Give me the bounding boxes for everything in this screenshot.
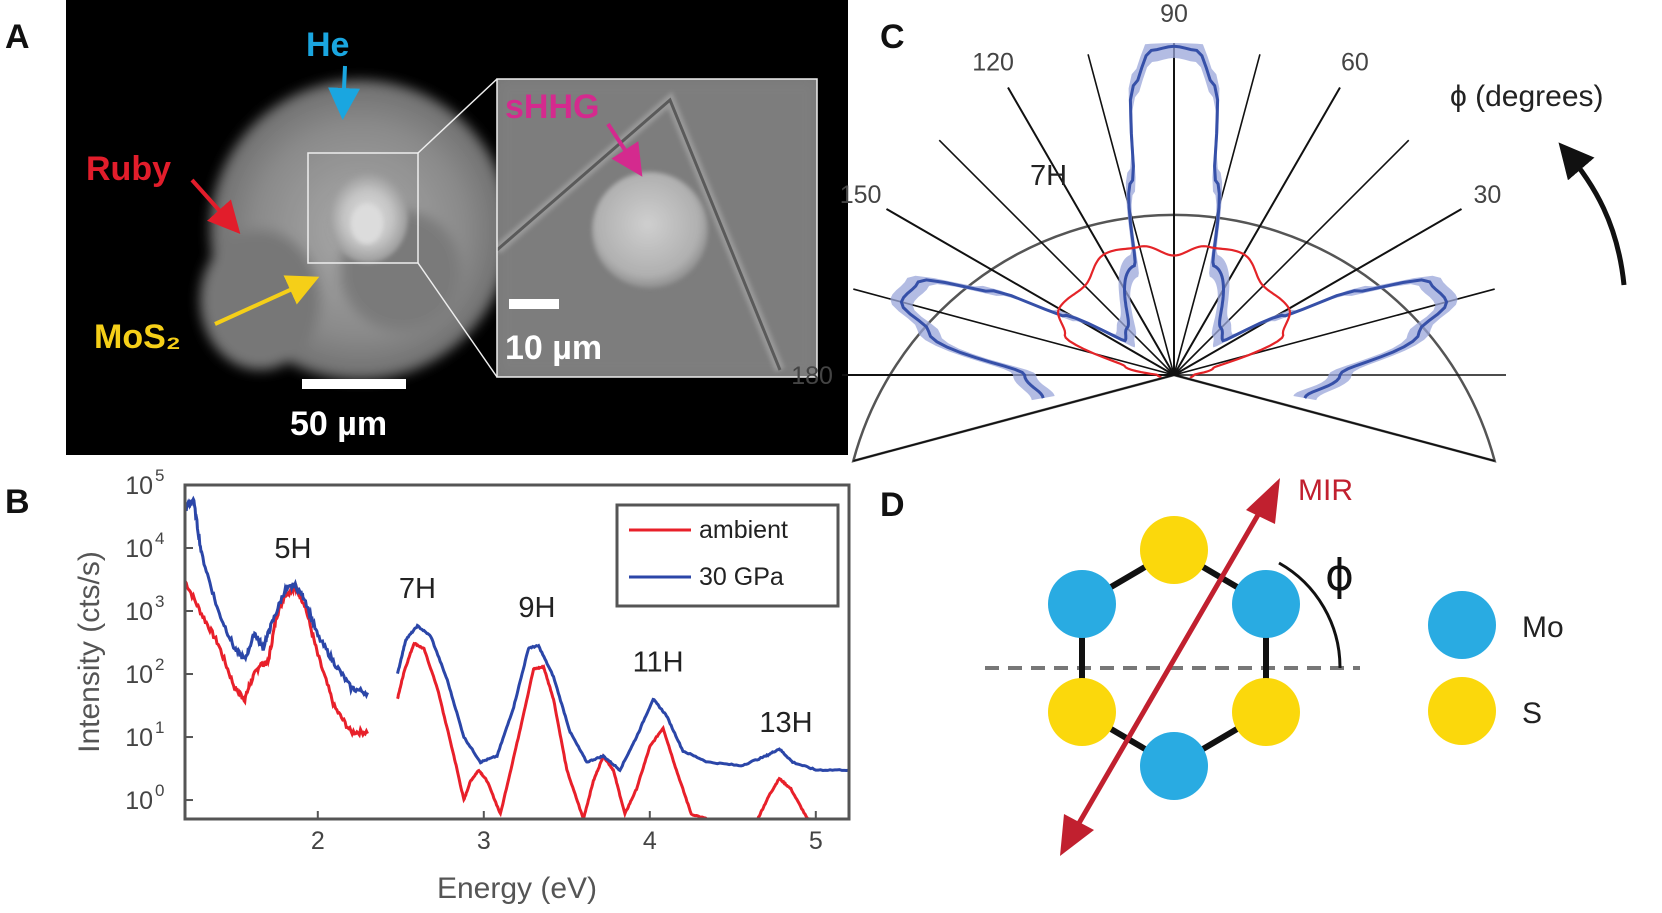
arrow-mos2: [214, 275, 320, 326]
y-tick-exponent: 3: [155, 592, 164, 611]
y-tick-label: 10: [125, 724, 153, 752]
series-line-30gpa: [185, 495, 369, 700]
y-tick-exponent: 5: [155, 466, 164, 485]
y-tick-exponent: 2: [155, 655, 164, 674]
chart-b-series-group: [185, 495, 849, 819]
mir-label: MIR: [1298, 474, 1353, 507]
inset-frame: [496, 78, 818, 378]
chart-b-xaxis: 2 3 4 5: [311, 811, 823, 855]
panel-d-letter: D: [880, 486, 905, 524]
harmonic-label: 7H: [399, 573, 436, 605]
mir-polarization-arrow: [1072, 506, 1265, 832]
atom-mo: [1048, 570, 1116, 638]
mir-arrowhead-bottom: [1060, 814, 1094, 856]
series-line-ambient: [185, 580, 369, 739]
mos2-lattice-diagram: MIR ϕ: [985, 474, 1360, 856]
harmonic-label: 5H: [274, 533, 311, 565]
atom-s: [1140, 516, 1208, 584]
y-tick-exponent: 4: [155, 529, 164, 548]
polar-spoke: [885, 208, 1175, 376]
x-tick-label: 5: [809, 827, 823, 855]
label-ruby: Ruby: [86, 150, 171, 188]
atom-s: [1048, 678, 1116, 746]
arrow-he: [328, 65, 361, 120]
polar-tick-label: 30: [1473, 181, 1501, 209]
polar-spoke: [1173, 208, 1463, 376]
phi-label: ϕ: [1325, 550, 1354, 601]
zoom-box: [307, 152, 419, 264]
panel-a-letter: A: [5, 18, 30, 56]
y-tick-label: 10: [125, 535, 153, 563]
polar-spoke-minor: [1173, 139, 1410, 376]
x-tick-label: 3: [477, 827, 491, 855]
scalebar-main-line: [302, 379, 406, 389]
polar-series-ambient: [1056, 245, 1292, 379]
polar-tick-label: 60: [1341, 49, 1369, 77]
panel-c-letter: C: [880, 18, 905, 56]
polar-tick-label: 180: [791, 362, 833, 390]
label-mos2: MoS₂: [94, 318, 181, 356]
atom-mo: [1140, 732, 1208, 800]
harmonic-label: 13H: [759, 707, 812, 739]
zoom-line-top: [417, 78, 498, 154]
label-shhg: sHHG: [505, 88, 599, 126]
inset-image: [497, 79, 817, 377]
mir-arrowhead-top: [1246, 478, 1280, 524]
phi-arc: [1278, 561, 1342, 669]
chart-b-xlabel: Energy (eV): [437, 872, 597, 905]
panel-b-letter: B: [5, 483, 30, 521]
chart-c-angle-label: ϕ (degrees): [1450, 80, 1604, 113]
legend-s-swatch: [1428, 677, 1496, 745]
y-tick-label: 10: [125, 472, 153, 500]
polar-spoke: [1007, 86, 1175, 376]
chart-c-harmonic-label: 7H: [1030, 160, 1067, 192]
scalebar-inset-label: 10 µm: [505, 329, 602, 367]
legend-box: [615, 503, 840, 608]
chart-b-frame: [183, 483, 851, 821]
chart-b-ylabel: Intensity (cts/s): [73, 551, 106, 753]
sample-spot: [351, 204, 383, 244]
polar-tick-label: 90: [1160, 0, 1188, 28]
label-he: He: [306, 26, 349, 64]
polar-series-30gpa: [899, 44, 1449, 399]
y-tick-label: 10: [125, 787, 153, 815]
chart-c-polar: 30 60 90 120 150 180: [791, 0, 1506, 463]
harmonic-label: 11H: [633, 646, 684, 678]
legend-label-ambient: ambient: [699, 516, 788, 544]
arrow-shhg: [606, 122, 643, 177]
x-tick-label: 4: [643, 827, 657, 855]
series-line-ambient: [396, 641, 819, 819]
atom-s: [1232, 678, 1300, 746]
y-tick-label: 10: [125, 661, 153, 689]
y-tick-exponent: 1: [155, 718, 164, 737]
polar-tick-label: 150: [840, 181, 882, 209]
y-tick-label: 10: [125, 598, 153, 626]
scalebar-inset-line: [509, 299, 559, 309]
polar-spoke-minor: [853, 374, 1175, 462]
scalebar-main-label: 50 µm: [290, 405, 387, 443]
polar-tick-label: 120: [972, 49, 1014, 77]
x-tick-label: 2: [311, 827, 325, 855]
rotation-arrow: [1558, 142, 1627, 286]
series-line-30gpa: [396, 623, 849, 773]
legend-mo-label: Mo: [1522, 611, 1564, 644]
zoom-line-bottom: [417, 262, 498, 378]
atom-mo: [1232, 570, 1300, 638]
y-tick-exponent: 0: [155, 781, 164, 800]
legend-mo-swatch: [1428, 591, 1496, 659]
polar-spoke: [1173, 86, 1341, 376]
polar-spoke-minor: [1173, 374, 1495, 462]
chart-b-annotations: 5H 7H 9H 11H 13H: [274, 533, 812, 739]
chart-b-legend: ambient 30 GPa: [615, 503, 840, 608]
arrow-ruby: [190, 178, 241, 234]
atom-legend: Mo S: [1428, 591, 1564, 745]
harmonic-label: 9H: [518, 592, 555, 624]
legend-s-label: S: [1522, 697, 1542, 730]
legend-label-30gpa: 30 GPa: [699, 563, 784, 591]
